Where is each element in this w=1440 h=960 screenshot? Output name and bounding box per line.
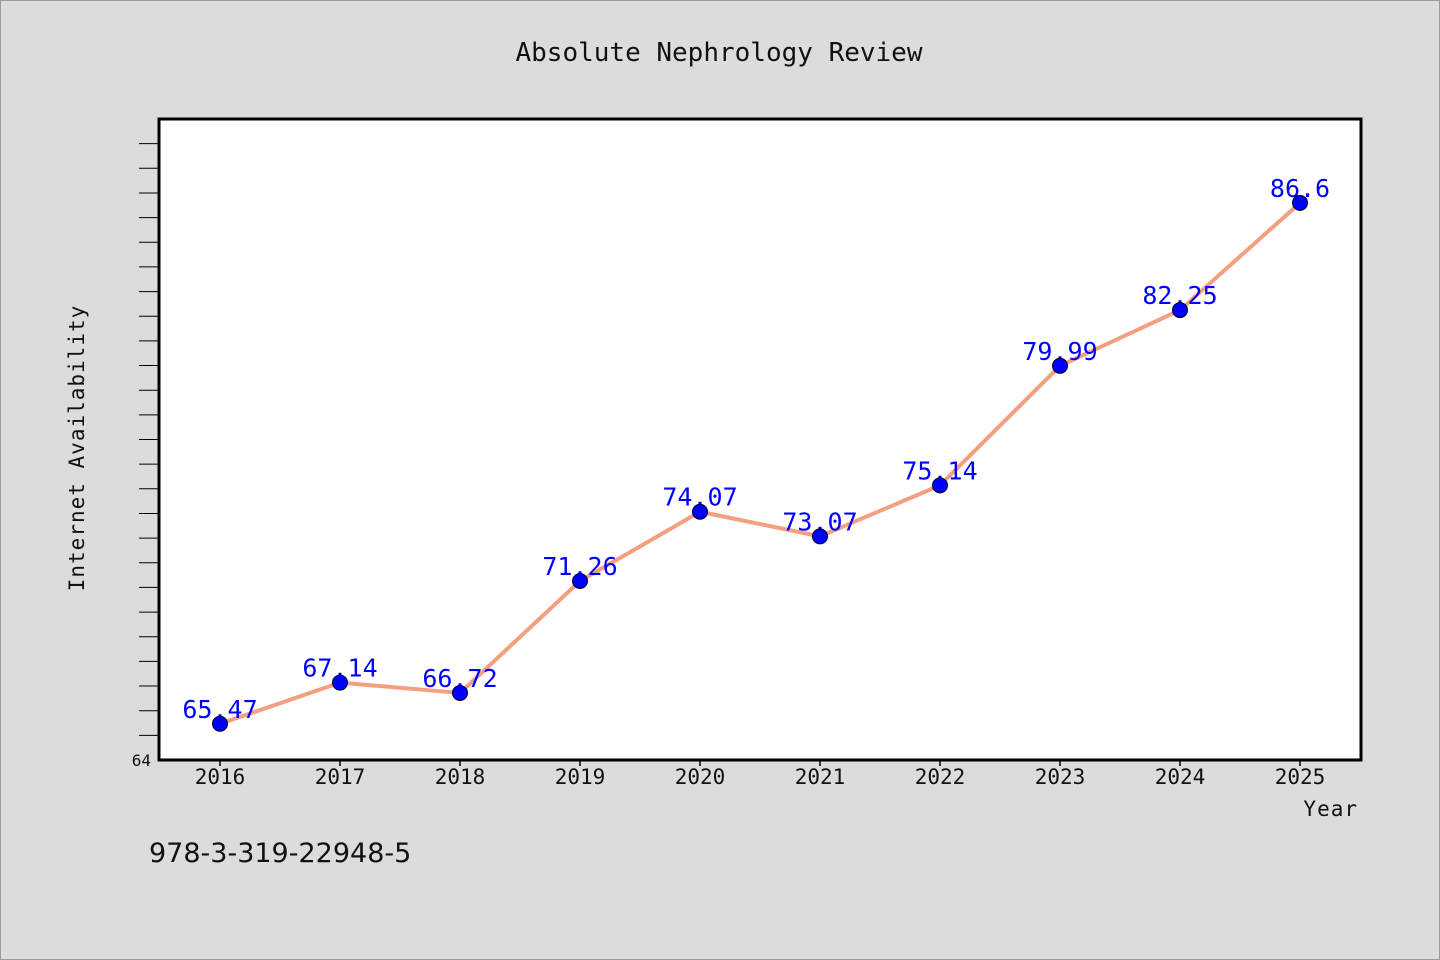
y-tick-label-min: 64 (132, 751, 151, 770)
x-tick-label-2025: 2025 (1275, 765, 1326, 789)
chart-title: Absolute Nephrology Review (516, 38, 923, 68)
x-axis-label: Year (1303, 797, 1358, 821)
y-axis-ticks (139, 143, 159, 736)
x-tick-label-2018: 2018 (435, 765, 486, 789)
data-point-2019 (572, 573, 588, 590)
data-point-2024 (1172, 302, 1188, 319)
x-tick-label-2023: 2023 (1035, 765, 1086, 789)
x-tick-label-2022: 2022 (915, 765, 966, 789)
x-tick-label-2016: 2016 (195, 765, 246, 789)
data-point-2023 (1052, 357, 1068, 374)
x-tick-label-2024: 2024 (1155, 765, 1206, 789)
x-tick-label-2021: 2021 (795, 765, 846, 789)
data-point-2025 (1292, 194, 1308, 211)
isbn-text: 978-3-319-22948-5 (149, 838, 411, 869)
x-tick-label-2017: 2017 (315, 765, 366, 789)
x-tick-label-2019: 2019 (555, 765, 606, 789)
y-axis-label: Internet Availability (65, 305, 89, 592)
data-point-2018 (452, 684, 468, 701)
data-point-2021 (812, 528, 828, 545)
series-line (218, 200, 1302, 726)
x-tick-label-2020: 2020 (675, 765, 726, 789)
x-axis-ticks: 2016 2017 2018 2019 2020 2021 2022 2023 2024 2025 (195, 760, 1326, 789)
data-point-2016 (212, 715, 228, 732)
data-point-2022 (932, 477, 948, 494)
plot-area (157, 117, 1363, 762)
data-point-2017 (332, 674, 348, 691)
data-point-2020 (692, 503, 708, 520)
